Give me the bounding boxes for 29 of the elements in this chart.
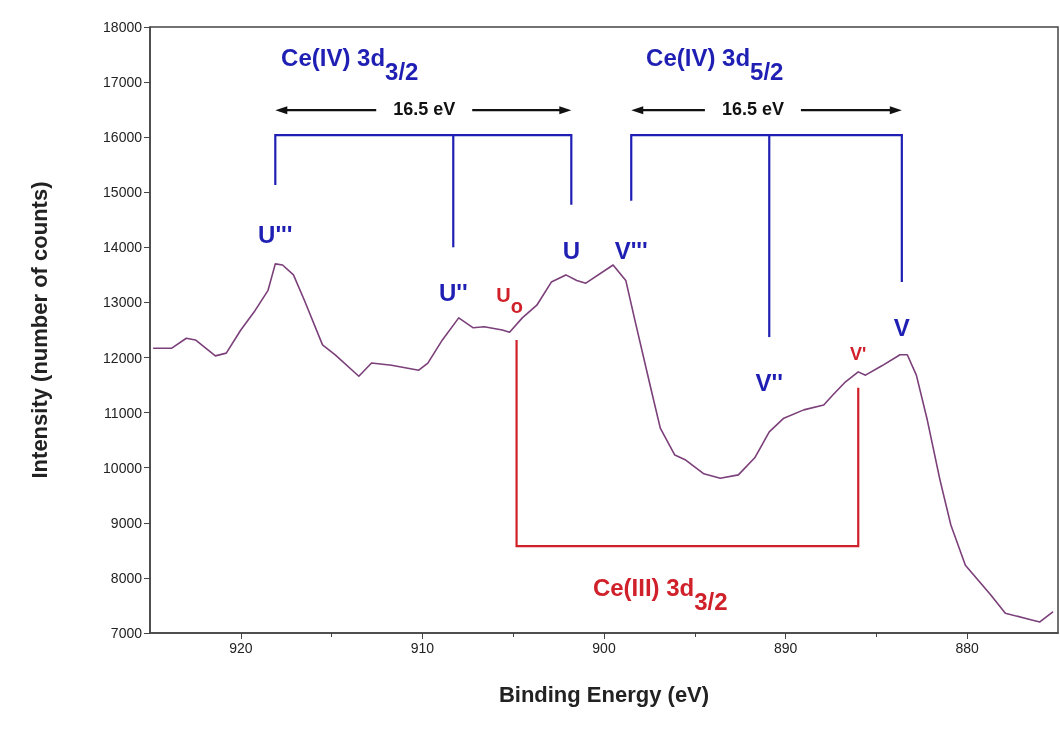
x-tick-label: 880 [955,640,980,656]
x-tick-label: 890 [773,640,798,656]
x-tick-label: 900 [592,640,616,656]
y-tick-label: 14000 [103,239,143,256]
annotation: 16.5 eV [393,98,456,119]
y-tick-label: 8000 [110,569,143,586]
y-tick-label: 18000 [103,19,143,35]
y-tick-label: 10000 [103,459,143,476]
x-tick-label: 920 [229,640,253,656]
annotation: V''' [614,237,648,265]
x-axis-title: Binding Energy (eV) [498,681,710,707]
line-series [152,263,1054,623]
annotation: V'' [755,369,783,397]
annotation: V' [850,343,867,364]
annotation: U'' [438,279,468,307]
annotation: 16.5 eV [721,98,784,119]
y-tick-label: 9000 [110,514,143,531]
x-tick-label: 910 [410,640,435,656]
y-tick-label: 13000 [103,294,143,311]
y-tick-label: 15000 [103,184,143,201]
y-tick-label: 12000 [103,349,143,366]
y-tick-label: 17000 [103,74,143,91]
y-tick-label: 16000 [103,129,143,146]
y-tick-label: 11000 [104,404,143,421]
y-tick-label: 7000 [110,625,143,641]
y-axis-title: Intensity (number of counts) [26,181,52,479]
annotation: V [893,314,910,342]
annotation: U''' [258,221,293,249]
annotation: U [562,237,580,265]
